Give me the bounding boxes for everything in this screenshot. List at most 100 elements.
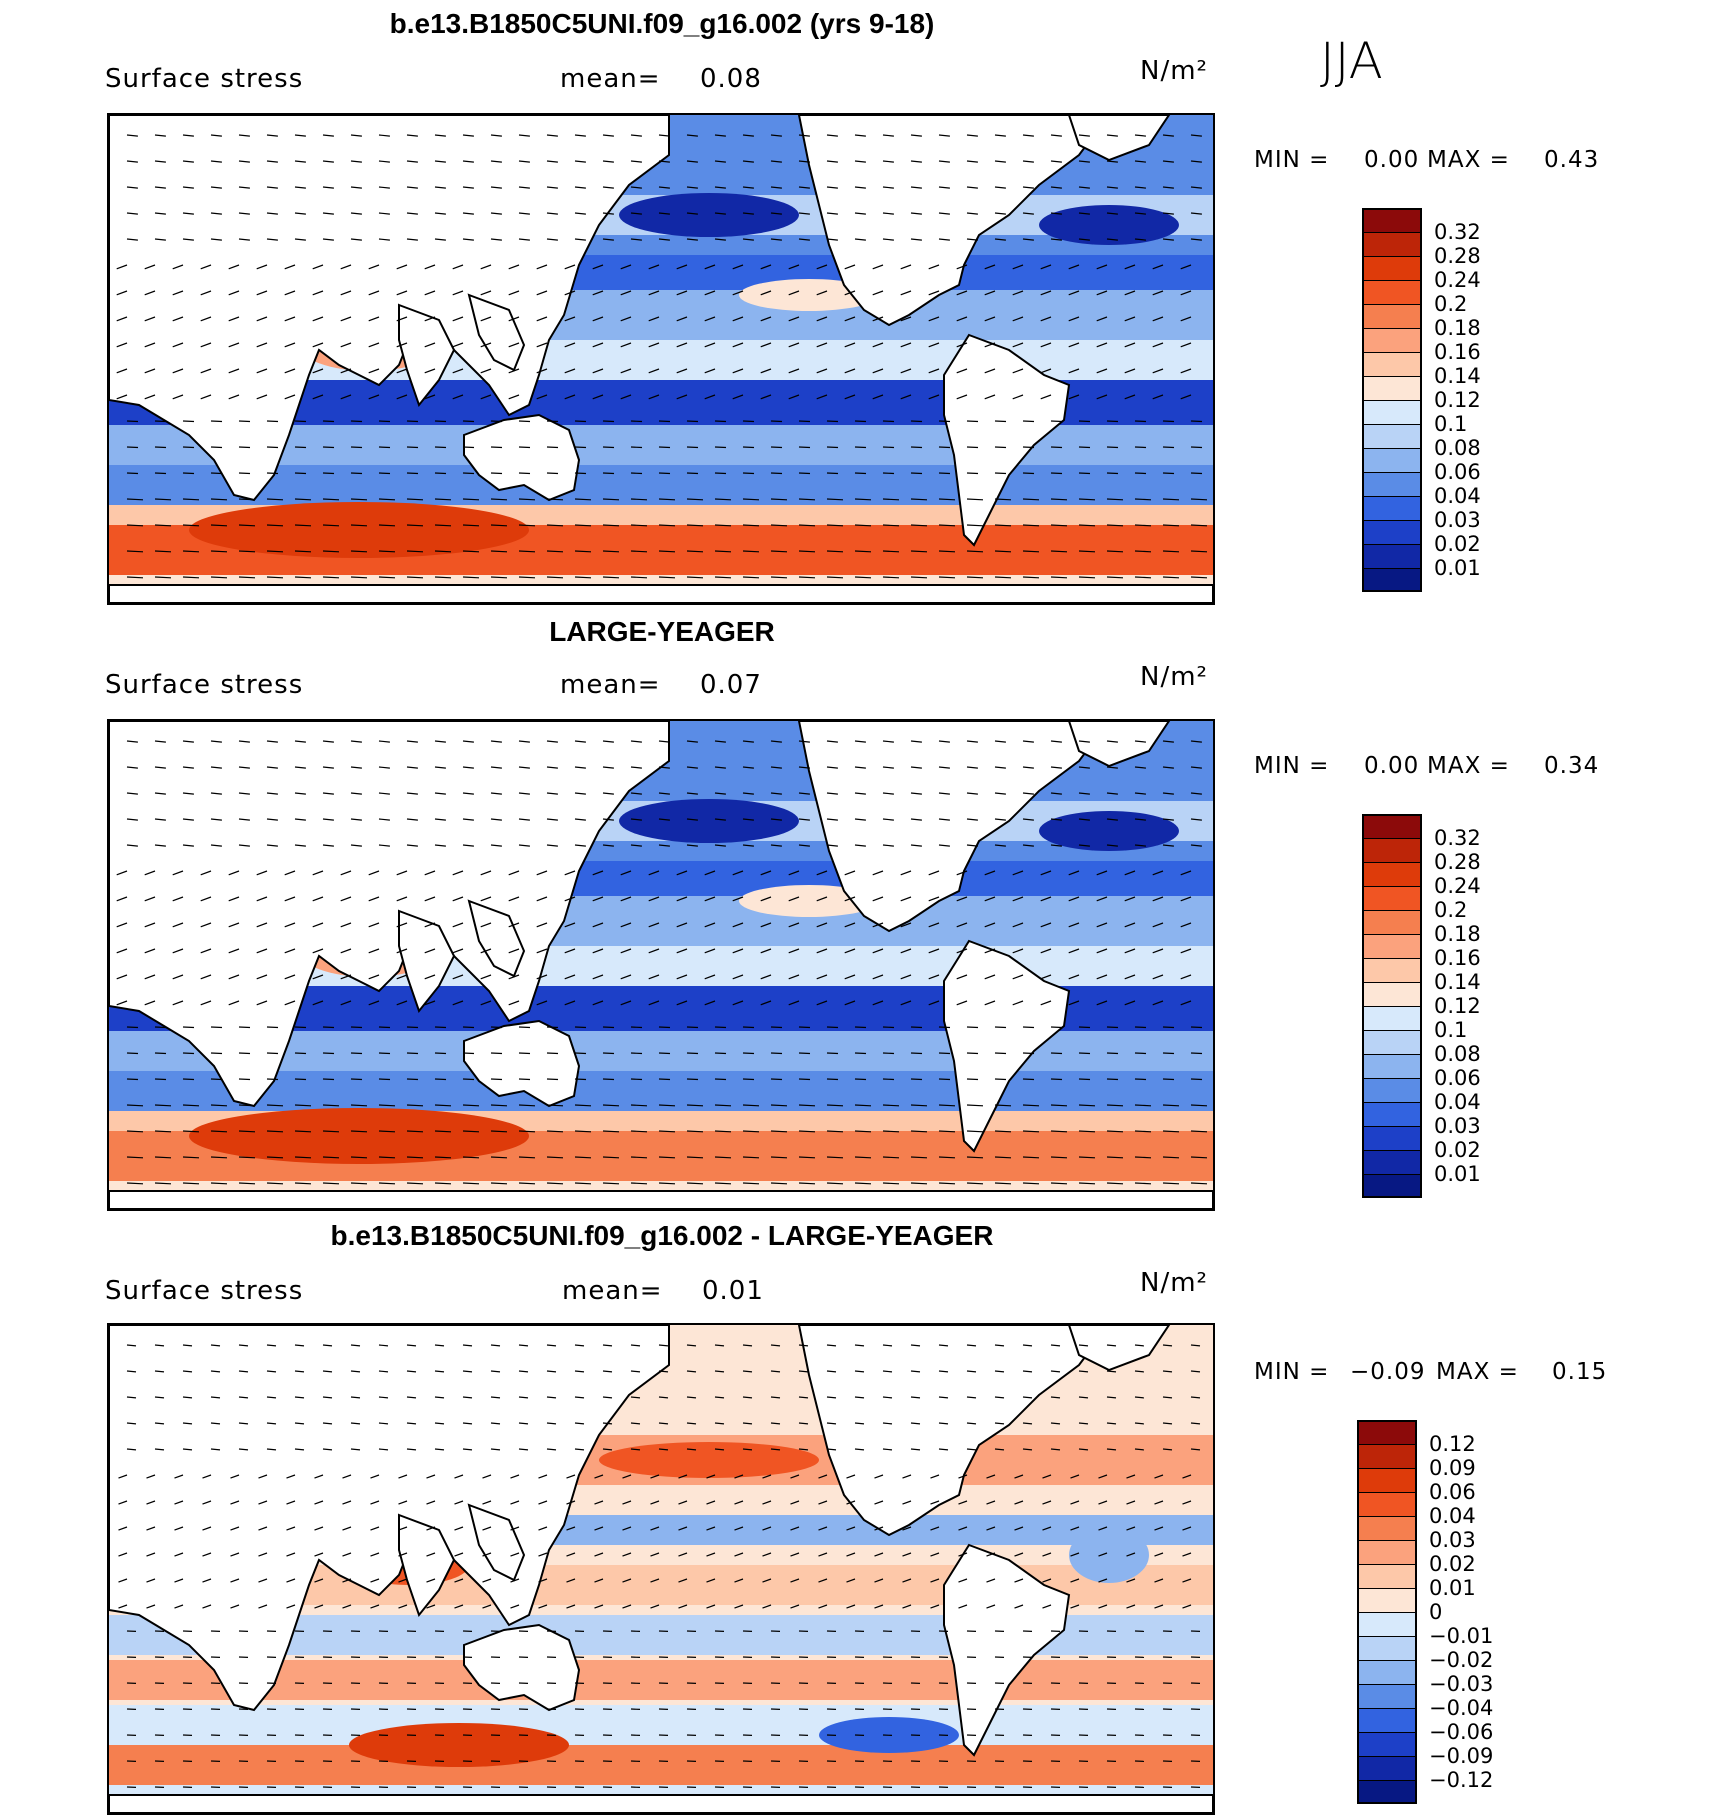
wind-vector (378, 1182, 396, 1185)
wind-vector (462, 238, 474, 241)
wind-vector (1022, 238, 1034, 241)
wind-vector (314, 1526, 324, 1531)
wind-vector (1050, 818, 1062, 821)
wind-vector (1022, 818, 1034, 821)
wind-vector (322, 1130, 340, 1133)
wind-vector (340, 264, 352, 270)
wind-vector (146, 1500, 156, 1505)
wind-vector (826, 818, 838, 821)
field-band (109, 1660, 1213, 1700)
wind-vector (322, 550, 340, 553)
wind-vector (1154, 1500, 1164, 1505)
wind-vector (518, 1396, 529, 1399)
wind-vector (1134, 1078, 1147, 1081)
wind-vector (602, 844, 614, 847)
wind-vector (426, 1474, 436, 1479)
wind-vector (1106, 818, 1118, 821)
wind-vector (350, 420, 363, 423)
wind-vector (368, 316, 380, 322)
wind-vector (1190, 740, 1202, 743)
wind-vector (286, 1578, 296, 1583)
wind-vector (174, 1552, 184, 1557)
wind-vector (1190, 1078, 1203, 1081)
wind-vector (126, 134, 138, 137)
wind-vector (340, 316, 352, 322)
wind-vector (462, 1422, 473, 1425)
wind-vector (398, 1604, 408, 1609)
wind-vector (1162, 1344, 1173, 1347)
wind-vector (938, 446, 951, 449)
wind-vector (118, 1526, 128, 1531)
wind-vector (704, 896, 716, 902)
wind-vector (592, 264, 604, 270)
wind-vector (686, 1370, 697, 1373)
wind-vector (882, 1182, 900, 1185)
wind-vector (910, 1104, 928, 1107)
wind-vector (508, 368, 520, 374)
land-mass (1067, 1325, 1171, 1372)
wind-vector (564, 368, 576, 374)
wind-vector (798, 134, 810, 137)
wind-vector (872, 922, 884, 928)
wind-vector (966, 1026, 979, 1029)
wind-vector (1050, 1052, 1063, 1055)
wind-vector (574, 134, 586, 137)
wind-vector (434, 1156, 452, 1159)
wind-vector (1078, 1396, 1089, 1399)
wind-vector (546, 472, 559, 475)
wind-vector (398, 1578, 408, 1583)
wind-vector (938, 1156, 956, 1159)
wind-vector (910, 1396, 921, 1399)
wind-vector (536, 870, 548, 876)
wind-vector (658, 186, 670, 189)
panel-2-field: Surface stress (105, 670, 304, 700)
wind-vector (928, 342, 940, 348)
wind-vector (154, 1370, 165, 1373)
wind-vector (518, 238, 530, 241)
wind-vector (1050, 134, 1062, 137)
wind-vector (508, 316, 520, 322)
wind-vector (322, 1156, 340, 1159)
wind-vector (1126, 1500, 1136, 1505)
colorbar-tick-label: 0.09 (1429, 1456, 1476, 1480)
wind-vector (900, 342, 912, 348)
wind-vector (882, 1422, 893, 1425)
wind-vector (564, 290, 576, 296)
wind-vector (462, 420, 475, 423)
wind-vector (714, 498, 732, 501)
wind-vector (238, 550, 256, 553)
wind-vector (648, 368, 660, 374)
colorbar-swatch (1362, 982, 1422, 1006)
wind-vector (1014, 1552, 1024, 1557)
wind-vector (854, 1370, 865, 1373)
wind-vector (518, 1344, 529, 1347)
wind-vector (378, 1026, 391, 1029)
wind-vector (630, 1182, 648, 1185)
wind-vector (966, 1396, 977, 1399)
wind-vector (116, 394, 128, 400)
wind-vector (874, 1474, 884, 1479)
wind-vector (854, 766, 866, 769)
wind-vector (1022, 740, 1034, 743)
wind-vector (1190, 1448, 1201, 1451)
wind-vector (368, 1000, 380, 1006)
wind-vector (322, 238, 334, 241)
wind-vector (462, 1156, 480, 1159)
wind-vector (294, 740, 306, 743)
wind-vector (966, 1104, 984, 1107)
wind-vector (770, 1130, 788, 1133)
wind-vector (378, 1370, 389, 1373)
wind-vector (1022, 498, 1040, 501)
wind-vector (314, 1604, 324, 1609)
wind-vector (742, 1078, 755, 1081)
wind-vector (238, 1078, 251, 1081)
wind-vector (1022, 134, 1034, 137)
wind-vector (686, 550, 704, 553)
wind-vector (816, 922, 828, 928)
wind-vector (826, 766, 838, 769)
wind-vector (938, 1026, 951, 1029)
wind-vector (182, 472, 195, 475)
wind-vector (648, 394, 660, 400)
wind-vector (424, 896, 436, 902)
wind-vector (116, 870, 128, 876)
